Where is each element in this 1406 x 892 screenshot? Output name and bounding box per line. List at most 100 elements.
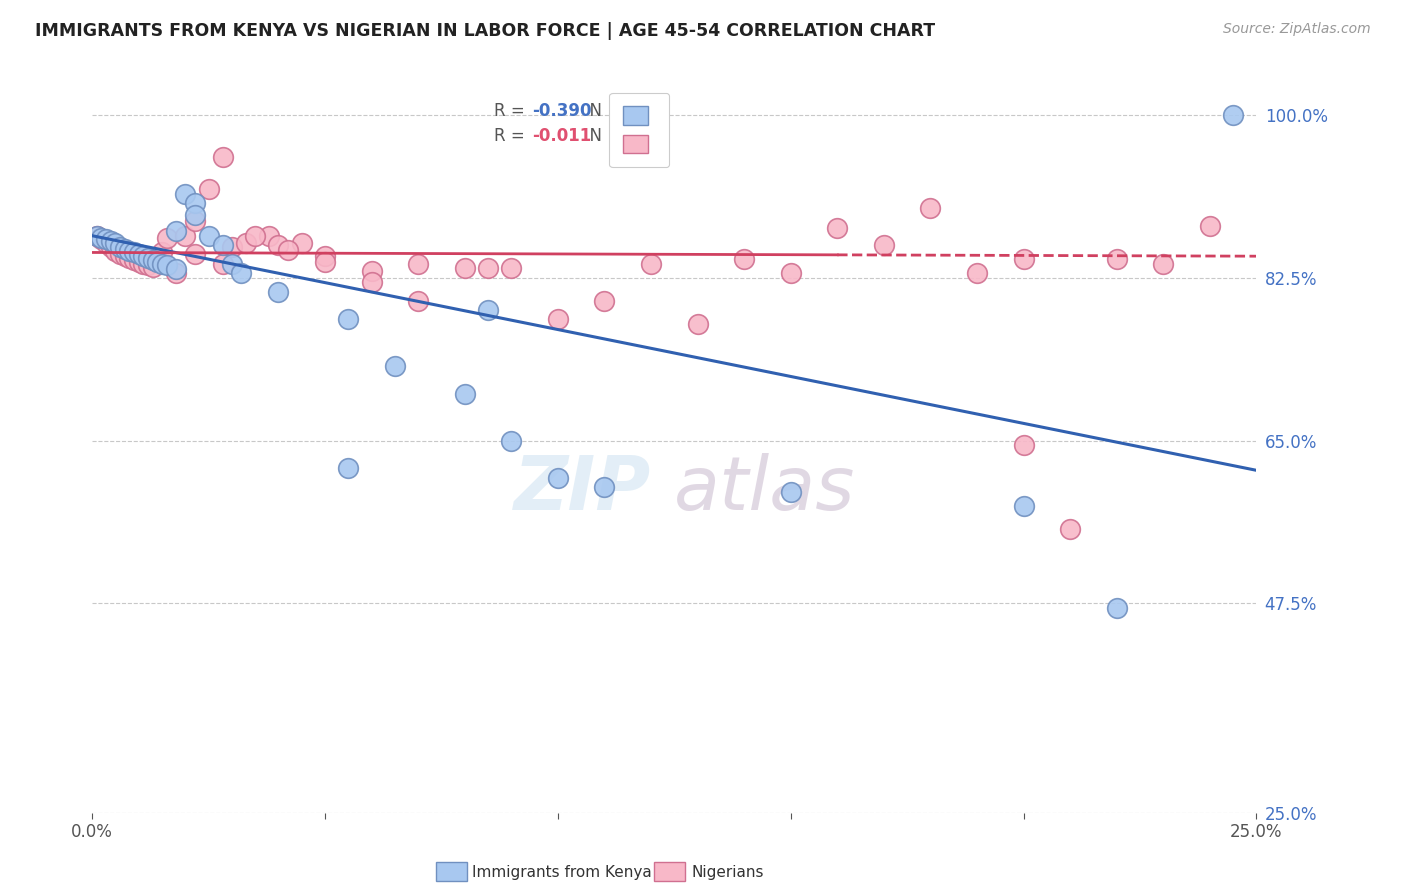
Point [150, 257, 173, 271]
Point [277, 243, 299, 257]
Point [128, 247, 150, 261]
Point [122, 252, 145, 267]
Point [183, 214, 205, 228]
Point [183, 208, 205, 222]
Point [174, 186, 197, 201]
Point [267, 238, 290, 252]
Point [779, 266, 801, 280]
Point [501, 261, 523, 276]
Text: ZIP: ZIP [513, 453, 651, 525]
Point [593, 480, 616, 494]
Point [406, 257, 429, 271]
Point [593, 293, 616, 308]
Point [146, 254, 169, 268]
Point [454, 387, 477, 401]
Point [257, 228, 280, 243]
Point [132, 249, 155, 263]
Point [477, 303, 499, 318]
Point [183, 196, 205, 211]
Point [966, 266, 988, 280]
Point [221, 240, 243, 254]
Point [142, 260, 165, 275]
Point [197, 228, 219, 243]
Point [235, 236, 257, 251]
Point [454, 261, 477, 276]
Text: R =: R = [494, 128, 530, 145]
Point [122, 245, 145, 260]
Point [197, 182, 219, 196]
Point [686, 317, 709, 331]
Point [1152, 257, 1174, 271]
Point [337, 461, 360, 475]
Point [114, 249, 136, 263]
Point [477, 261, 499, 276]
Point [94, 236, 117, 251]
Point [1012, 499, 1035, 513]
Point [1105, 601, 1128, 615]
Point [360, 275, 382, 289]
Point [337, 312, 360, 326]
Point [150, 245, 173, 260]
Text: 54: 54 [614, 128, 637, 145]
Point [827, 221, 849, 235]
Point [501, 434, 523, 448]
Point [221, 257, 243, 271]
Point [547, 312, 569, 326]
Point [1105, 252, 1128, 266]
Point [1012, 438, 1035, 452]
Point [94, 232, 117, 246]
Text: -0.011: -0.011 [533, 128, 592, 145]
Point [90, 230, 112, 244]
Point [183, 247, 205, 261]
Point [128, 254, 150, 268]
Legend: , : , [609, 93, 669, 167]
Point [165, 224, 187, 238]
Point [267, 285, 290, 299]
Text: IMMIGRANTS FROM KENYA VS NIGERIAN IN LABOR FORCE | AGE 45-54 CORRELATION CHART: IMMIGRANTS FROM KENYA VS NIGERIAN IN LAB… [35, 22, 935, 40]
Point [104, 236, 127, 251]
Text: N =: N = [579, 102, 626, 120]
Point [100, 240, 122, 254]
Point [136, 251, 159, 265]
Text: Source: ZipAtlas.com: Source: ZipAtlas.com [1223, 22, 1371, 37]
Text: N =: N = [579, 128, 626, 145]
Text: 38: 38 [614, 102, 637, 120]
Point [90, 232, 112, 246]
Point [114, 242, 136, 256]
Point [211, 257, 233, 271]
Point [100, 235, 122, 249]
Point [1059, 522, 1081, 536]
Point [108, 240, 131, 254]
Point [360, 264, 382, 278]
Text: Immigrants from Kenya: Immigrants from Kenya [472, 865, 652, 880]
Point [920, 201, 942, 215]
Point [136, 259, 159, 273]
Point [640, 257, 662, 271]
Point [156, 230, 179, 244]
Point [132, 257, 155, 271]
Point [291, 236, 314, 251]
Point [108, 247, 131, 261]
Point [165, 266, 187, 280]
Text: R =: R = [494, 102, 530, 120]
Point [118, 251, 141, 265]
Point [104, 244, 127, 258]
Point [779, 484, 801, 499]
Point [733, 252, 755, 266]
Point [174, 228, 197, 243]
Point [547, 471, 569, 485]
Point [1012, 252, 1035, 266]
Point [86, 228, 108, 243]
Point [86, 228, 108, 243]
Point [314, 249, 336, 263]
Point [165, 262, 187, 277]
Point [118, 244, 141, 258]
Point [1198, 219, 1220, 234]
Point [231, 266, 253, 280]
Point [384, 359, 406, 373]
Text: Nigerians: Nigerians [692, 865, 765, 880]
Point [243, 228, 266, 243]
Text: -0.390: -0.390 [533, 102, 592, 120]
Point [1222, 108, 1244, 122]
Point [142, 252, 165, 267]
